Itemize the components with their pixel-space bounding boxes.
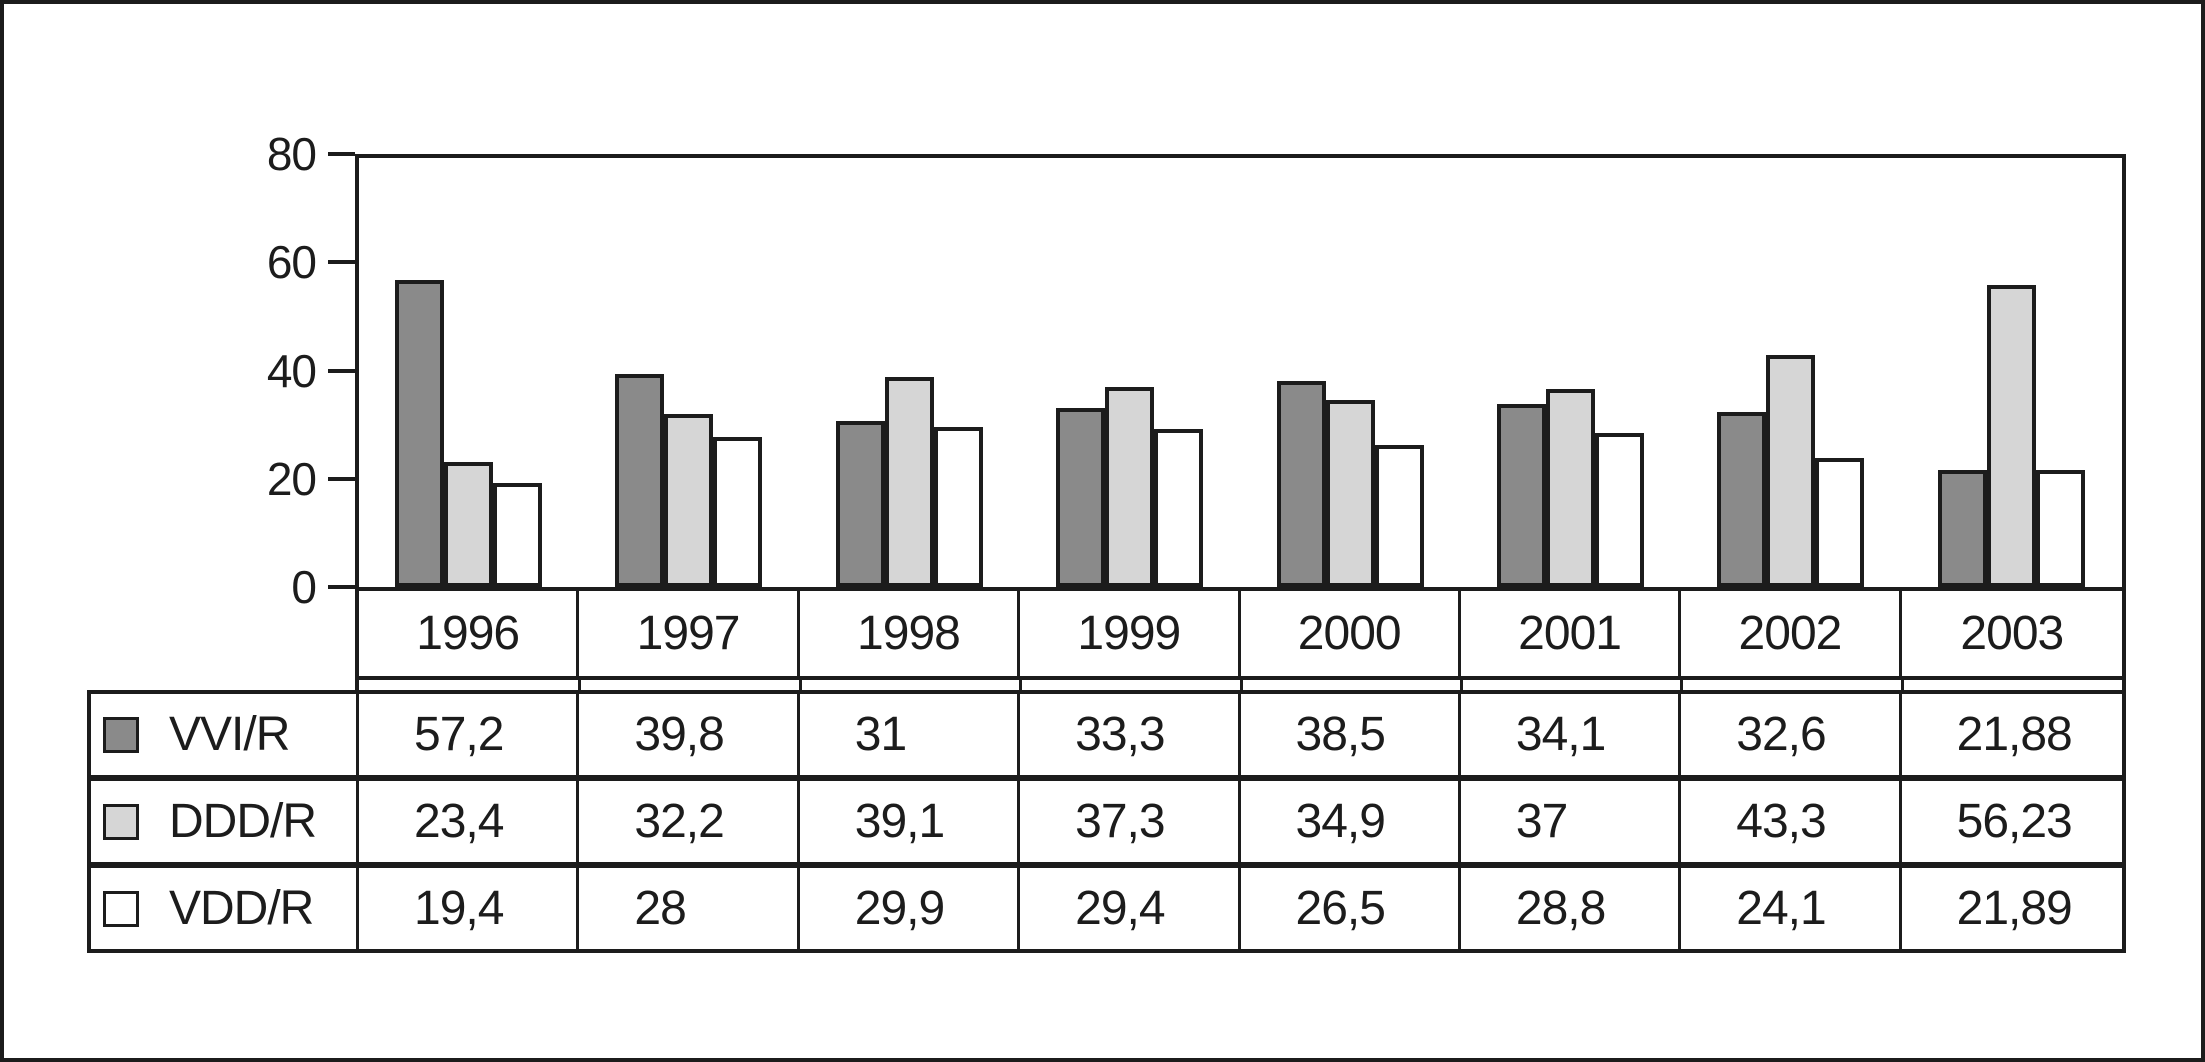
value-cell-vvi-r-1996: 57,2 [359,694,580,781]
value-cell-vdd-r-2000: 26,5 [1241,868,1461,949]
y-axis-tick-20 [328,477,355,481]
bar-ddd-r-1999 [1105,387,1155,587]
bar-vvi-r-2003 [1937,470,1987,587]
bar-ddd-r-1998 [884,377,934,587]
value-cell-vdd-r-1998: 29,9 [800,868,1021,949]
value-cell-vvi-r-1997: 39,8 [579,694,800,781]
bar-vvi-r-2000 [1276,381,1326,587]
column-divider-segment [578,678,581,692]
year-header-1998: 1998 [799,591,1021,680]
value-cell-vvi-r-2002: 32,6 [1681,694,1902,781]
y-axis-label-0: 0 [291,561,317,613]
value-cell-vvi-r-1999: 33,3 [1020,694,1241,781]
legend-swatch-icon [103,803,139,840]
bar-vdd-r-1996 [493,483,542,587]
bar-vdd-r-2001 [1594,433,1644,587]
y-axis-label-80: 80 [266,128,317,180]
value-cell-vdd-r-1996: 19,4 [359,868,580,949]
value-cell-vvi-r-2001: 34,1 [1460,694,1682,781]
data-table: VVI/R 57,2 39,8 31 33,3 38,5 34,1 32,6 21,88 DDD/… [87,690,2126,953]
bar-ddd-r-2000 [1325,400,1375,587]
value-cell-ddd-r-2001: 37 [1460,781,1682,868]
column-divider-segment [1460,678,1463,692]
y-axis-tick-60 [328,260,355,264]
y-axis-label-60: 60 [266,236,317,288]
value-cell-ddd-r-2002: 43,3 [1681,781,1902,868]
year-header-2002: 2002 [1681,591,1902,680]
legend-swatch-icon [103,716,139,753]
value-cell-ddd-r-1997: 32,2 [579,781,800,868]
bar-vvi-r-1998 [835,421,885,587]
value-cell-ddd-r-1996: 23,4 [359,781,580,868]
bar-ddd-r-1997 [664,414,714,587]
y-axis-label-40: 40 [266,345,317,397]
y-axis-tick-80 [328,152,355,156]
bar-vdd-r-2003 [2035,470,2085,587]
year-header-1997: 1997 [579,591,800,680]
bar-ddd-r-2003 [1986,285,2036,587]
value-cell-vdd-r-1997: 28 [579,868,800,949]
column-divider-segment [2122,678,2126,692]
year-header-1999: 1999 [1020,591,1241,680]
column-divider-segment [1901,678,1904,692]
value-cell-ddd-r-1999: 37,3 [1020,781,1241,868]
legend-row-vdd-r: VDD/R [91,868,359,949]
y-axis-label-20: 20 [266,453,317,505]
legend-swatch-icon [103,890,139,927]
value-cell-vdd-r-1999: 29,4 [1020,868,1241,949]
year-header-2001: 2001 [1460,591,1682,680]
series-name: VVI/R [169,708,290,761]
y-axis-tick-0 [328,585,355,589]
column-divider-segment [1680,678,1683,692]
legend-row-ddd-r: DDD/R [91,781,359,868]
bar-vvi-r-2001 [1496,404,1546,587]
legend-row-vvi-r: VVI/R [91,694,359,781]
value-cell-ddd-r-1998: 39,1 [799,781,1021,868]
series-name: DDD/R [169,795,317,848]
year-header-1996: 1996 [359,591,580,680]
year-header-2003: 2003 [1901,591,2122,680]
column-divider-segment [355,678,359,692]
bar-vdd-r-2002 [1815,458,1865,587]
value-cell-vdd-r-2001: 28,8 [1461,868,1682,949]
bar-vdd-r-2000 [1374,445,1424,587]
bar-vvi-r-2002 [1717,412,1767,587]
value-cell-vdd-r-2003: 21,89 [1956,882,2073,935]
value-cell-vdd-r-2002: 24,1 [1681,868,1902,949]
bar-vvi-r-1997 [615,374,665,587]
bar-ddd-r-1996 [444,462,493,587]
year-header-2000: 2000 [1240,591,1461,680]
bar-vdd-r-1999 [1154,429,1204,587]
value-cell-vvi-r-1998: 31 [799,694,1021,781]
bar-vvi-r-1996 [395,280,444,587]
column-divider-segment [1019,678,1022,692]
plot-area [355,154,2126,591]
column-divider-segment [1240,678,1243,692]
value-cell-vvi-r-2003: 21,88 [1901,694,2122,781]
value-cell-ddd-r-2003: 56,23 [1901,781,2122,868]
column-divider-segment [799,678,802,692]
bar-ddd-r-2001 [1545,389,1595,587]
series-name: VDD/R [169,882,314,935]
bar-ddd-r-2002 [1766,355,1816,587]
x-axis-year-row: 1996 1997 1998 1999 2000 2001 2002 2003 [355,591,2126,680]
value-cell-vvi-r-2000: 38,5 [1240,694,1461,781]
bar-vdd-r-1997 [713,437,763,587]
bar-vvi-r-1999 [1056,408,1106,587]
bar-vdd-r-1998 [933,427,983,587]
y-axis-tick-40 [328,369,355,373]
value-cell-ddd-r-2000: 34,9 [1240,781,1461,868]
